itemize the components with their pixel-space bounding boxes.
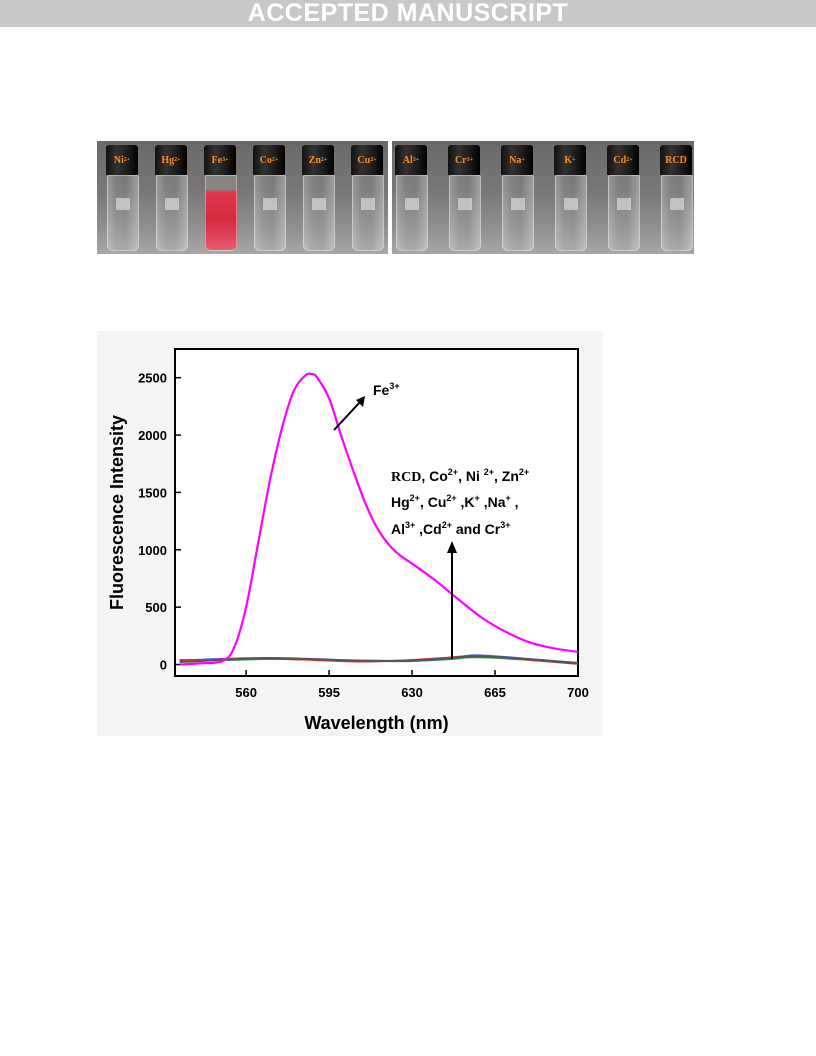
vial-cap-label: K + xyxy=(554,145,586,175)
vial-glass xyxy=(107,175,139,251)
vial-zn: Zn 2+ xyxy=(300,145,336,251)
vial-glass xyxy=(156,175,188,251)
series-line-rcd xyxy=(179,655,579,665)
vial-cap-label: Hg 2+ xyxy=(155,145,187,175)
x-tick-label: 630 xyxy=(401,685,423,700)
fe-arrow-line xyxy=(333,400,362,431)
vial-glass xyxy=(303,175,335,251)
vial-cap-label: Cu 2+ xyxy=(351,145,383,175)
vial-cap-label: Na + xyxy=(501,145,533,175)
vial-cap-label: Cr 3+ xyxy=(448,145,480,175)
vial-glass xyxy=(205,175,237,251)
vial-cd: Cd 2+ xyxy=(605,145,641,251)
vial-photo-right: Al 3+ Cr 3+ Na + K + Cd 2+ RCD xyxy=(392,141,694,254)
x-tick-label: 700 xyxy=(567,685,589,700)
vial-co: Co 2+ xyxy=(251,145,287,251)
vial-glass xyxy=(608,175,640,251)
y-tick-label: 500 xyxy=(145,600,167,615)
y-tick-label: 0 xyxy=(160,658,167,673)
y-tick-label: 1500 xyxy=(138,485,167,500)
vial-glass xyxy=(396,175,428,251)
vial-fe: Fe 3+ xyxy=(202,145,238,251)
vial-glass xyxy=(555,175,587,251)
vial-hg: Hg 2+ xyxy=(153,145,189,251)
accepted-manuscript-banner: ACCEPTED MANUSCRIPT xyxy=(0,0,816,27)
y-tick-label: 1000 xyxy=(138,543,167,558)
x-tick-label: 595 xyxy=(318,685,340,700)
vial-al: Al 3+ xyxy=(393,145,429,251)
vial-cr: Cr 3+ xyxy=(446,145,482,251)
vial-cap-label: Al 3+ xyxy=(395,145,427,175)
x-tick-label: 665 xyxy=(484,685,506,700)
vial-ni: Ni 2+ xyxy=(104,145,140,251)
vial-cap-label: Co 2+ xyxy=(253,145,285,175)
vial-cu: Cu 2+ xyxy=(349,145,385,251)
vial-cap-label: Fe 3+ xyxy=(204,145,236,175)
vial-cap-label: RCD xyxy=(660,145,692,175)
series-line-fe3 xyxy=(179,372,579,666)
banner-text: ACCEPTED MANUSCRIPT xyxy=(247,0,569,27)
x-tick-label: 560 xyxy=(235,685,257,700)
vial-rcd: RCD xyxy=(658,145,694,251)
fe-arrow-head xyxy=(356,396,365,407)
vial-k: K + xyxy=(552,145,588,251)
vial-glass xyxy=(352,175,384,251)
vial-glass xyxy=(254,175,286,251)
vial-cap-label: Cd 2+ xyxy=(607,145,639,175)
vial-photo-left: Ni 2+ Hg 2+ Fe 3+ Co 2+ Zn 2+ Cu 2+ xyxy=(97,141,388,254)
x-axis-label: Wavelength (nm) xyxy=(304,713,448,733)
vial-na: Na + xyxy=(499,145,535,251)
vial-cap-label: Ni 2+ xyxy=(106,145,138,175)
vial-glass xyxy=(449,175,481,251)
plot-frame xyxy=(174,348,579,677)
y-axis-label: Fluorescence Intensity xyxy=(107,415,127,610)
y-tick-label: 2000 xyxy=(138,428,167,443)
group-arrow-head xyxy=(447,541,457,553)
ion-group-label-line: Al3+ ,Cd2+ and Cr3+ xyxy=(391,520,510,537)
vial-glass xyxy=(661,175,693,251)
vial-glass xyxy=(502,175,534,251)
y-tick-label: 2500 xyxy=(138,371,167,386)
ion-group-label-line: RCD, Co2+, Ni 2+, Zn2+ xyxy=(391,467,529,485)
ion-group-label-line: Hg2+, Cu2+ ,K+ ,Na+ , xyxy=(391,493,519,510)
vial-cap-label: Zn 2+ xyxy=(302,145,334,175)
